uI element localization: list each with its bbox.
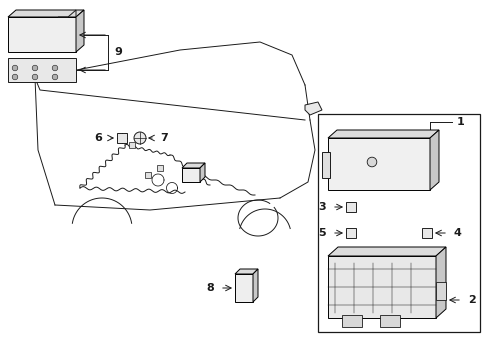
Text: 6: 6 — [94, 133, 102, 143]
Text: 9: 9 — [114, 47, 122, 57]
Circle shape — [134, 132, 146, 144]
Bar — [321, 152, 329, 178]
Circle shape — [52, 65, 58, 71]
Polygon shape — [200, 163, 204, 182]
Polygon shape — [327, 138, 429, 190]
Polygon shape — [182, 168, 200, 182]
Polygon shape — [435, 247, 445, 318]
Bar — [379, 315, 399, 327]
Polygon shape — [8, 10, 84, 17]
Text: 1: 1 — [456, 117, 464, 127]
Polygon shape — [252, 269, 258, 302]
Polygon shape — [327, 256, 435, 318]
Circle shape — [12, 74, 18, 80]
Polygon shape — [327, 130, 438, 138]
Bar — [145, 172, 150, 178]
Bar — [435, 282, 445, 300]
Circle shape — [366, 157, 376, 167]
Polygon shape — [235, 269, 258, 274]
Bar — [341, 315, 361, 327]
Polygon shape — [327, 247, 445, 256]
Text: 5: 5 — [318, 228, 325, 238]
Polygon shape — [76, 10, 84, 52]
Bar — [317, 114, 479, 332]
Circle shape — [12, 65, 18, 71]
Circle shape — [52, 74, 58, 80]
Polygon shape — [235, 274, 252, 302]
Circle shape — [32, 65, 38, 71]
Bar — [346, 202, 355, 212]
Text: 3: 3 — [318, 202, 325, 212]
Text: 2: 2 — [467, 295, 475, 305]
Polygon shape — [182, 163, 204, 168]
Bar — [129, 142, 135, 148]
Text: 8: 8 — [206, 283, 214, 293]
Polygon shape — [8, 17, 76, 52]
Bar — [421, 228, 431, 238]
Bar — [157, 165, 163, 171]
Polygon shape — [429, 130, 438, 190]
Bar — [346, 228, 355, 238]
Circle shape — [32, 74, 38, 80]
Bar — [8, 58, 76, 82]
Text: 7: 7 — [160, 133, 167, 143]
Text: 4: 4 — [453, 228, 461, 238]
Bar — [117, 133, 127, 143]
Polygon shape — [305, 102, 321, 115]
